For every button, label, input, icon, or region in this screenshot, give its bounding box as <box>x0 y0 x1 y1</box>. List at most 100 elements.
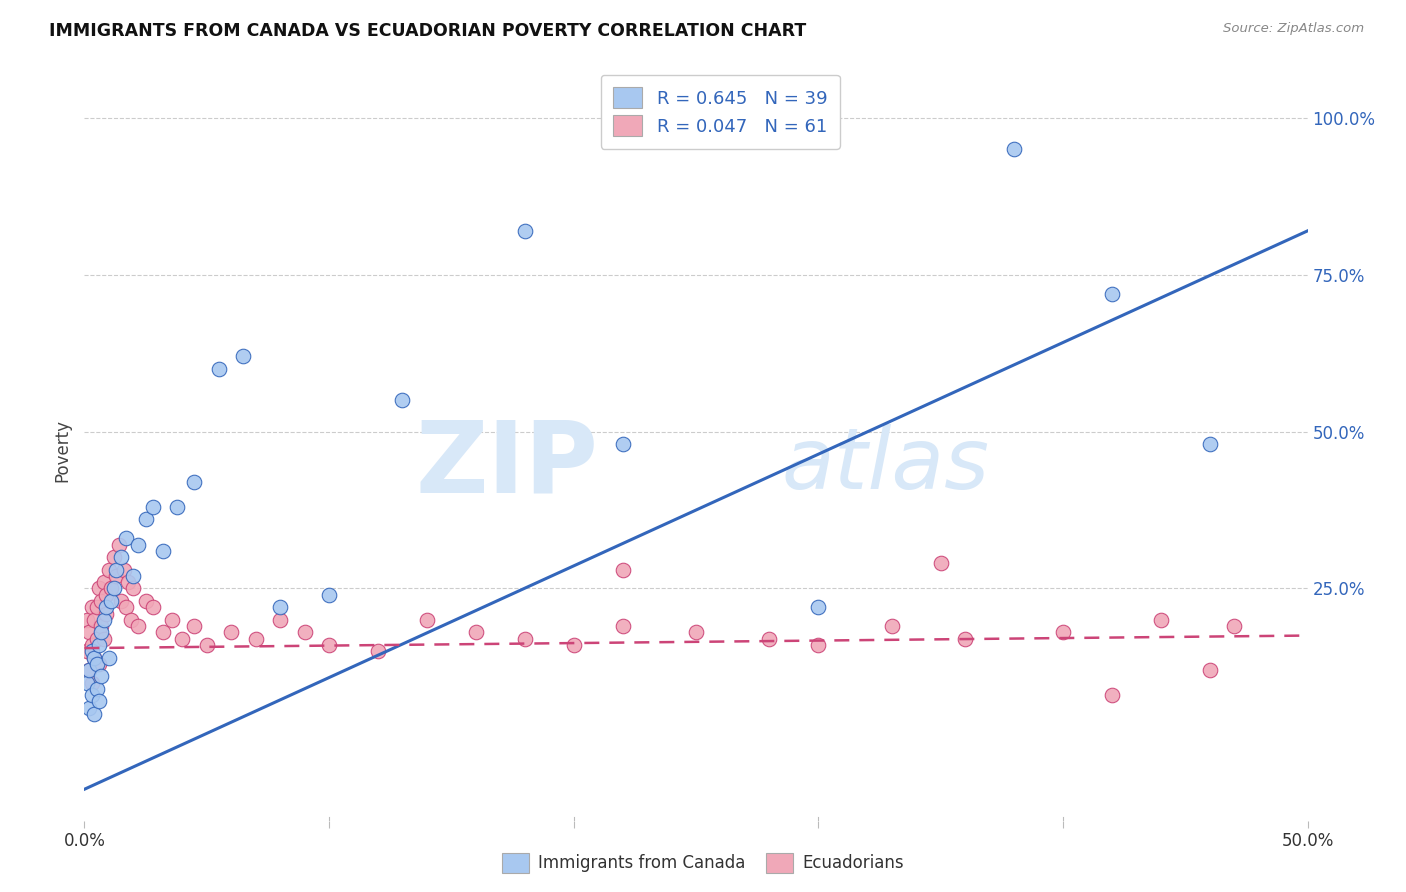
Point <box>80 638 103 652</box>
Point <box>76 613 98 627</box>
Point <box>93 575 115 590</box>
Point <box>152 544 174 558</box>
Point <box>1223 619 1246 633</box>
Point <box>367 644 389 658</box>
Point <box>142 600 165 615</box>
Point <box>83 613 105 627</box>
Point <box>880 619 903 633</box>
Point <box>103 550 125 565</box>
Point <box>112 563 135 577</box>
Point <box>612 619 634 633</box>
Point <box>86 600 108 615</box>
Point <box>807 600 830 615</box>
Point <box>80 675 103 690</box>
Point <box>269 600 291 615</box>
Point <box>1101 286 1123 301</box>
Point <box>758 632 780 646</box>
Point <box>135 594 157 608</box>
Point <box>87 657 110 671</box>
Point <box>105 563 128 577</box>
Point <box>86 657 108 671</box>
Point <box>391 393 413 408</box>
Point <box>183 619 205 633</box>
Point <box>562 638 585 652</box>
Y-axis label: Poverty: Poverty <box>53 419 72 482</box>
Text: atlas: atlas <box>782 424 990 507</box>
Text: Source: ZipAtlas.com: Source: ZipAtlas.com <box>1223 22 1364 36</box>
Point <box>83 706 105 721</box>
Text: ZIP: ZIP <box>415 417 598 514</box>
Point <box>77 663 100 677</box>
Point <box>195 638 218 652</box>
Point <box>120 613 142 627</box>
Point <box>142 500 165 514</box>
Point <box>1101 688 1123 702</box>
Point <box>135 512 157 526</box>
Point <box>1002 142 1025 156</box>
Point <box>90 594 112 608</box>
Point <box>76 675 98 690</box>
Point <box>685 625 707 640</box>
Point <box>80 600 103 615</box>
Point <box>97 563 120 577</box>
Point <box>103 582 125 596</box>
Point <box>127 538 149 552</box>
Point <box>219 625 242 640</box>
Point <box>513 224 536 238</box>
Point <box>232 349 254 363</box>
Point <box>612 563 634 577</box>
Point <box>122 582 145 596</box>
Point <box>100 594 122 608</box>
Point <box>115 600 138 615</box>
Point <box>152 625 174 640</box>
Point <box>807 638 830 652</box>
Point <box>77 700 100 714</box>
Point <box>86 681 108 696</box>
Point <box>318 638 340 652</box>
Point <box>83 650 105 665</box>
Point <box>953 632 976 646</box>
Legend: Immigrants from Canada, Ecuadorians: Immigrants from Canada, Ecuadorians <box>495 847 911 880</box>
Text: IMMIGRANTS FROM CANADA VS ECUADORIAN POVERTY CORRELATION CHART: IMMIGRANTS FROM CANADA VS ECUADORIAN POV… <box>49 22 807 40</box>
Point <box>1052 625 1074 640</box>
Point <box>122 569 145 583</box>
Point <box>612 437 634 451</box>
Point <box>90 625 112 640</box>
Point <box>105 569 128 583</box>
Point <box>166 500 188 514</box>
Point <box>1150 613 1173 627</box>
Point <box>110 594 132 608</box>
Point <box>96 600 118 615</box>
Point <box>97 650 120 665</box>
Point <box>87 582 110 596</box>
Point <box>90 619 112 633</box>
Point <box>96 607 118 621</box>
Point <box>117 575 139 590</box>
Point <box>416 613 439 627</box>
Point <box>245 632 267 646</box>
Point <box>77 625 100 640</box>
Point <box>77 663 100 677</box>
Point <box>110 550 132 565</box>
Point <box>80 688 103 702</box>
Point <box>172 632 194 646</box>
Point <box>115 531 138 545</box>
Point <box>929 557 952 571</box>
Point <box>87 694 110 708</box>
Point <box>162 613 184 627</box>
Point <box>93 632 115 646</box>
Point <box>83 650 105 665</box>
Point <box>96 588 118 602</box>
Point <box>90 669 112 683</box>
Point <box>87 638 110 652</box>
Point <box>1198 663 1220 677</box>
Legend: R = 0.645   N = 39, R = 0.047   N = 61: R = 0.645 N = 39, R = 0.047 N = 61 <box>600 75 839 149</box>
Point <box>127 619 149 633</box>
Point <box>1198 437 1220 451</box>
Point <box>464 625 486 640</box>
Point <box>100 582 122 596</box>
Point <box>86 632 108 646</box>
Point <box>80 644 103 658</box>
Point <box>76 644 98 658</box>
Point <box>513 632 536 646</box>
